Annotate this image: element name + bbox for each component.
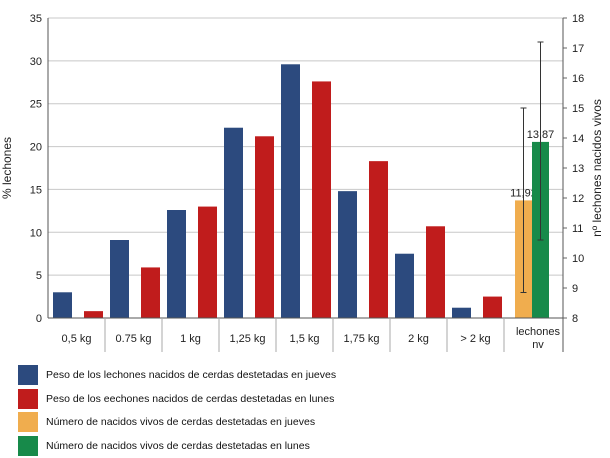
bar [483,296,502,318]
bar [167,210,186,318]
data-label: 11,92 [510,187,537,199]
category-label: 1,5 kg [290,333,320,345]
category-label: 2 kg [408,333,429,345]
category-label: nv [532,339,544,351]
grid [48,17,563,319]
legend-swatch [18,435,38,456]
bar [281,64,300,319]
y-right-tick-label: 15 [572,103,584,115]
category-label: 1,75 kg [343,333,379,345]
legend: Peso de los lechones nacidos de cerdas d… [18,364,336,458]
bar [84,311,103,318]
bar [426,226,445,318]
bar [395,253,414,318]
y-right-tick-label: 10 [572,253,584,265]
y-right-tick-label: 11 [572,223,583,235]
y-right-tick-label: 14 [572,133,584,145]
category-label: 0.75 kg [115,333,151,345]
y-left-tick-label: 35 [30,13,42,25]
legend-label: Peso de los eechones nacidos de cerdas d… [46,392,335,405]
bar [312,81,331,318]
y-right-tick-label: 8 [572,313,578,325]
y-right-tick-label: 17 [572,43,584,55]
legend-item-jueves-weight: Peso de los lechones nacidos de cerdas d… [18,364,336,386]
legend-label: Peso de los lechones nacidos de cerdas d… [46,369,337,381]
y-left-tick-label: 10 [30,227,42,239]
data-label: 13,87 [527,129,555,141]
category-label: lechones [516,326,561,338]
chart: 11,92 13,87 0 5 10 15 20 25 30 35 8 9 10 11 12 13 14 15 1… [0,13,604,352]
y-left-tick-label: 0 [36,313,42,325]
legend-swatch [18,412,38,432]
legend-swatch [18,365,38,385]
category-label: 1 kg [180,333,201,345]
legend-label: Número de nacidos vivos de cerdas destet… [46,439,310,452]
y-left-tick-label: 5 [36,270,42,282]
legend-swatch [18,388,38,409]
bar [141,267,160,318]
category-label: > 2 kg [460,333,490,345]
y-right-tick-label: 9 [572,283,578,295]
bar [338,191,357,318]
category-label: 1,25 kg [229,333,265,345]
bar [255,136,274,318]
y-left-tick-label: 30 [30,56,42,68]
y-left-tick-label: 15 [30,184,42,196]
category-label: 0,5 kg [62,333,92,345]
legend-item-lunes-born-alive: Número de nacidos vivos de cerdas destet… [18,435,336,457]
y-right-tick-label: 13 [572,163,584,175]
bar [369,161,388,318]
legend-item-lunes-weight: Peso de los eechones nacidos de cerdas d… [18,388,336,410]
axes: 0 5 10 15 20 25 30 35 8 9 10 11 12 13 14 15 16 17 18 0,5 kg… [30,13,584,352]
y-axis-left-title: % lechones [0,137,14,199]
y-axis-right-title: nº lechones nacidos vivos [590,99,604,237]
bar [53,292,72,318]
y-left-tick-label: 20 [30,142,42,154]
y-right-tick-label: 18 [572,13,584,25]
bar [110,240,129,318]
bar [224,127,243,318]
y-right-tick-label: 16 [572,73,584,85]
y-left-tick-label: 25 [30,99,42,111]
bar [198,206,217,318]
y-right-tick-label: 12 [572,193,584,205]
bars: 11,92 13,87 [53,41,555,319]
legend-item-jueves-born-alive: Número de nacidos vivos de cerdas destet… [18,411,336,433]
legend-label: Número de nacidos vivos de cerdas destet… [46,416,316,428]
bar [452,307,471,318]
